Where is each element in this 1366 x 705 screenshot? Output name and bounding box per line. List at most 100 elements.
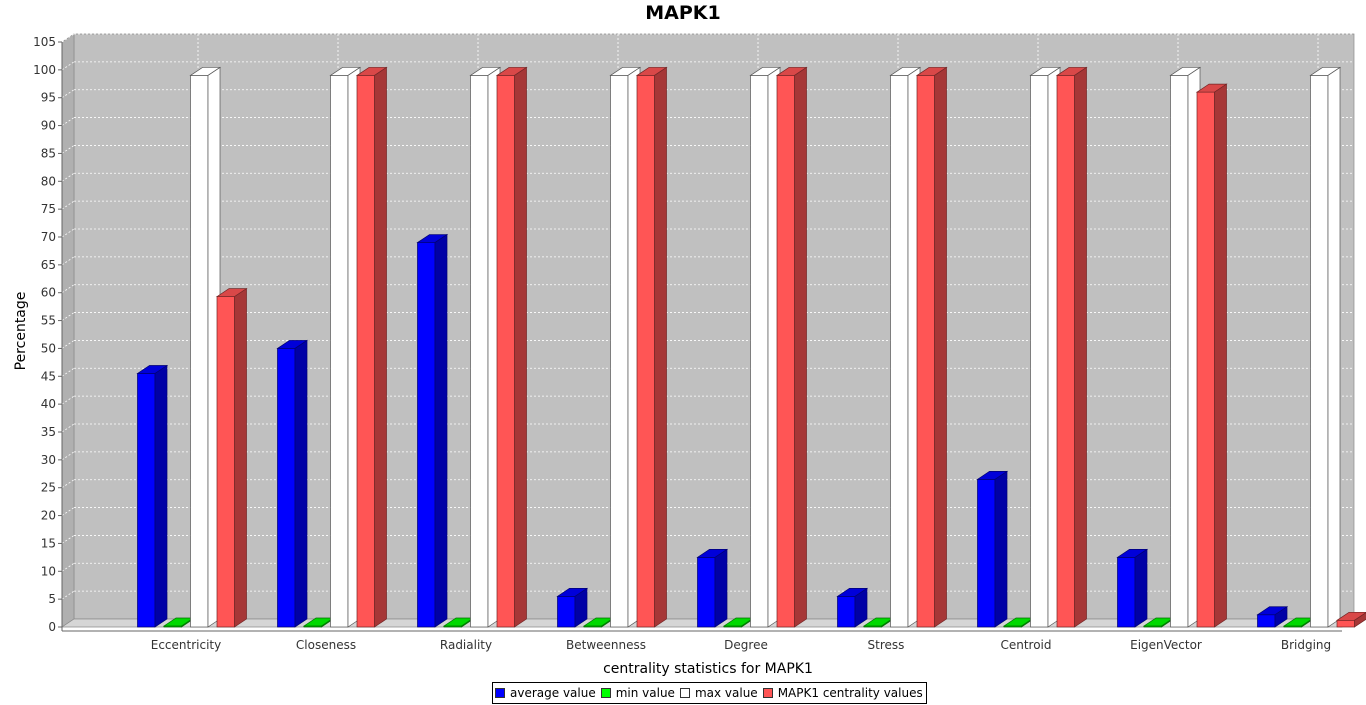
legend: average value min value max value MAPK1 cen… (492, 682, 927, 704)
bar-side (514, 66, 527, 628)
bar (775, 66, 808, 628)
bar-front (216, 296, 235, 628)
bar (836, 587, 869, 628)
bar (1309, 66, 1342, 628)
bar-front (1056, 75, 1075, 628)
bar-front (1030, 75, 1049, 628)
bar-front (330, 75, 349, 628)
y-gridline-wall (61, 423, 75, 433)
bar-front (190, 75, 209, 628)
legend-label: max value (694, 686, 758, 700)
bar (889, 66, 922, 628)
legend-item: average value (495, 686, 596, 700)
bar (556, 587, 589, 628)
bar-front (1310, 75, 1329, 628)
bar (495, 66, 528, 628)
axes (58, 41, 1342, 632)
y-axis-label: Percentage (13, 292, 29, 371)
y-tick-label: 80 (41, 174, 56, 188)
bar-front (916, 75, 935, 628)
bar-front (890, 75, 909, 628)
bar-side (1214, 83, 1227, 628)
bar-front (1196, 91, 1215, 628)
y-tick-label: 0 (48, 620, 56, 634)
y-tick-label: 5 (48, 592, 56, 606)
y-gridline-wall (61, 507, 75, 516)
x-tick-label: EigenVector (1130, 638, 1202, 652)
y-gridline-wall (61, 117, 75, 126)
bar (1029, 66, 1062, 628)
y-tick-label: 65 (41, 258, 56, 272)
bar (1055, 66, 1088, 628)
bar-front (1336, 619, 1355, 628)
bar-front (557, 596, 576, 628)
x-tick-label: Closeness (296, 638, 356, 652)
bar (276, 339, 309, 628)
bar (635, 66, 668, 628)
bar-side (434, 233, 448, 628)
bar (136, 364, 169, 628)
plot-left-wall (61, 33, 75, 628)
bar (416, 233, 449, 628)
bar-front (1170, 75, 1189, 628)
y-gridline-wall (61, 200, 75, 210)
y-gridline-wall (61, 535, 75, 544)
plot-area (60, 33, 1356, 628)
bar-front (636, 75, 655, 628)
y-tick-label: 75 (41, 202, 56, 216)
legend-swatch (679, 688, 690, 698)
y-gridline-wall (61, 256, 75, 266)
tick-labels: 0 5 10 15 20 25 30 35 40 45 50 55 60 65 70 75 80 85 90 95 10… (33, 35, 1331, 652)
bar-front (470, 75, 489, 628)
bar-side (234, 287, 247, 628)
bar-side (714, 548, 728, 628)
y-tick-label: 55 (41, 314, 56, 328)
bar (1335, 611, 1366, 628)
bar-side (934, 66, 947, 628)
bar-top (1335, 611, 1366, 621)
bar (1169, 66, 1202, 628)
legend-swatch (600, 688, 611, 698)
bar-side (1074, 66, 1087, 628)
legend-swatch (762, 688, 773, 698)
x-tick-label: Bridging (1281, 638, 1331, 652)
y-tick-label: 20 (41, 509, 56, 523)
bar-side (654, 66, 667, 628)
y-gridline-wall (61, 89, 75, 99)
y-tick-label: 70 (41, 230, 56, 244)
bar-side (794, 66, 807, 628)
y-tick-label: 40 (41, 397, 56, 411)
bar (1195, 83, 1228, 628)
y-gridline-wall (61, 284, 75, 294)
bar-side (1327, 66, 1341, 628)
bar (215, 287, 248, 628)
y-tick-label: 50 (41, 341, 56, 355)
y-tick-label: 105 (33, 35, 56, 49)
y-gridline-wall (61, 562, 75, 572)
bar (469, 66, 502, 628)
bar (189, 66, 222, 628)
y-tick-label: 10 (41, 564, 56, 578)
bar-front (1257, 614, 1276, 628)
y-tick-label: 30 (41, 453, 56, 467)
y-gridline-wall (61, 228, 75, 238)
bar (355, 66, 388, 628)
bar-front (776, 75, 795, 628)
y-tick-label: 95 (41, 91, 56, 105)
bar (1256, 606, 1289, 628)
y-tick-label: 25 (41, 481, 56, 495)
x-axis-label: centrality statistics for MAPK1 (603, 661, 813, 677)
y-tick-label: 15 (41, 536, 56, 550)
y-gridline-wall (61, 395, 75, 405)
bar (329, 66, 362, 628)
bar-side (1134, 548, 1148, 628)
x-tick-label: Stress (868, 638, 905, 652)
chart-title: MAPK1 (645, 2, 721, 24)
y-gridline-wall (61, 312, 75, 321)
bar-front (1117, 557, 1136, 628)
bar (749, 66, 782, 628)
bar-front (697, 557, 716, 628)
y-tick-label: 100 (33, 63, 56, 77)
bar-front (356, 75, 375, 628)
